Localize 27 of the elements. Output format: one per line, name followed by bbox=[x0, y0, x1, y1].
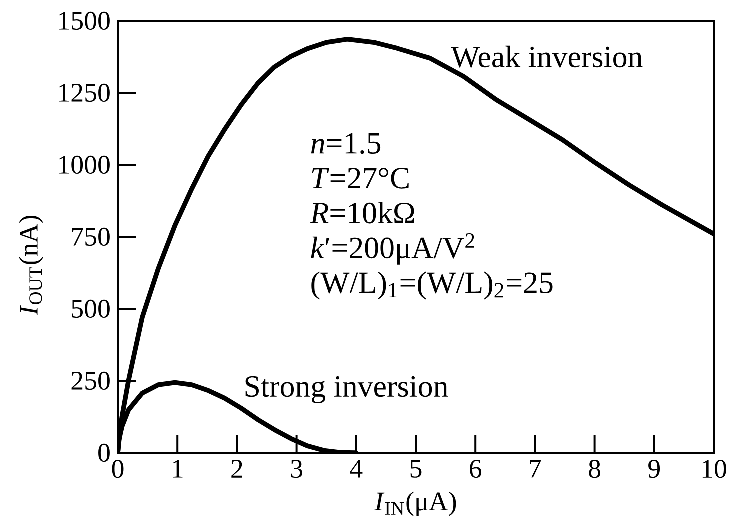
x-tick-label: 8 bbox=[589, 460, 601, 478]
x-tick-label: 6 bbox=[470, 460, 482, 478]
y-tick-label: 500 bbox=[72, 300, 110, 318]
y-tick-label: 250 bbox=[72, 372, 110, 390]
annotation: R=10kΩ bbox=[310, 202, 414, 224]
series-label: Weak inversion bbox=[451, 46, 643, 68]
x-tick-label: 10 bbox=[702, 460, 726, 478]
y-tick-label: 1000 bbox=[60, 156, 110, 174]
x-tick-label: 7 bbox=[530, 460, 542, 478]
annotation: T=27°C bbox=[312, 168, 409, 189]
y-tick-label: 750 bbox=[72, 228, 110, 246]
x-tick-label: 9 bbox=[648, 460, 660, 478]
y-tick-label: 1500 bbox=[60, 12, 110, 30]
y-axis-title: I$_{OUT}$(nA) bbox=[19, 216, 44, 316]
y-tick-label: 1250 bbox=[60, 84, 110, 102]
y-tick-label: 0 bbox=[98, 444, 110, 462]
x-tick-label: 1 bbox=[173, 460, 183, 478]
series-label: Strong inversion bbox=[246, 376, 448, 404]
annotation: k′=200μA/V$^{2}$ bbox=[311, 234, 474, 265]
x-tick-label: 2 bbox=[232, 460, 242, 478]
x-tick-label: 4 bbox=[350, 460, 363, 478]
annotation: n=1.5 bbox=[311, 133, 381, 154]
annotation: (W/L)$_{1}$=(W/L)$_{2}$=25 bbox=[312, 272, 553, 300]
x-axis-title: I$_{IN}$(μA) bbox=[374, 492, 456, 516]
x-tick-label: 5 bbox=[410, 460, 422, 478]
x-tick-label: 0 bbox=[112, 460, 124, 478]
x-tick-label: 3 bbox=[291, 460, 302, 478]
